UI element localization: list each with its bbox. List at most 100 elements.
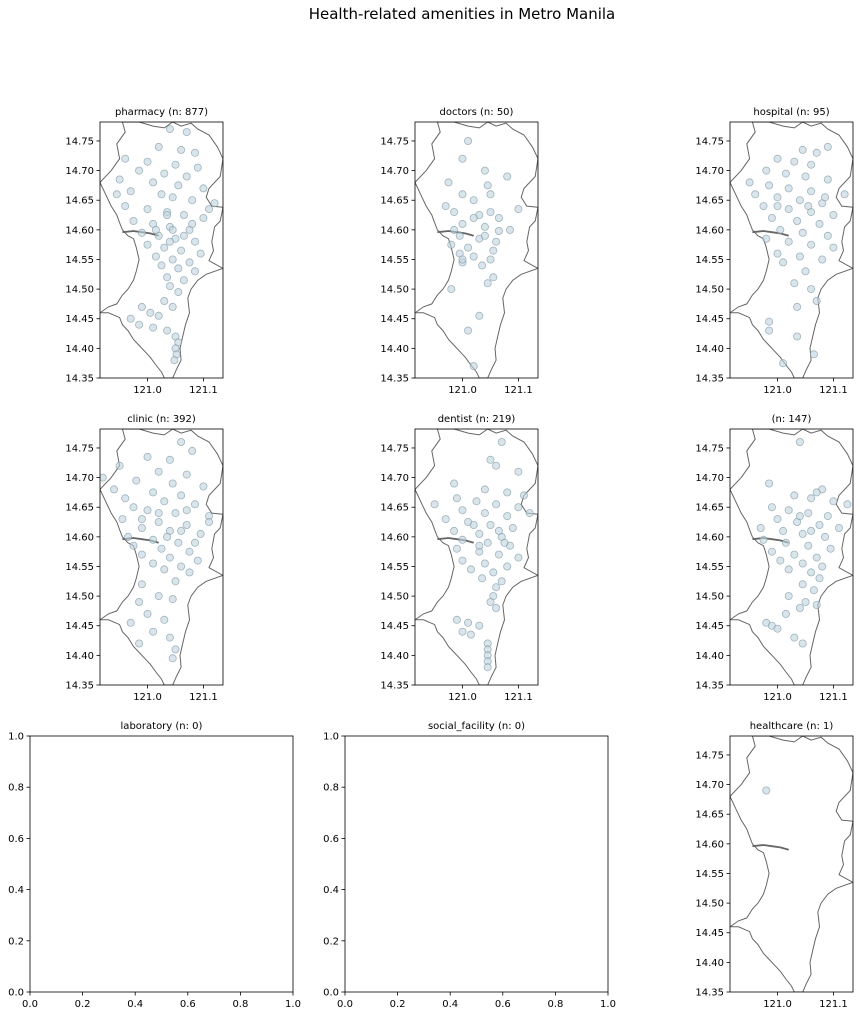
map-area xyxy=(415,122,538,378)
data-point xyxy=(149,559,158,568)
data-point xyxy=(823,142,832,151)
data-point xyxy=(110,485,119,494)
y-tick-label: 14.75 xyxy=(65,136,94,147)
data-point xyxy=(190,148,199,157)
y-tick-label: 14.40 xyxy=(380,651,409,662)
data-point xyxy=(137,515,146,524)
y-tick-label: 14.35 xyxy=(380,374,409,385)
data-point xyxy=(756,524,765,533)
data-point xyxy=(466,565,475,574)
data-point xyxy=(795,252,804,261)
data-point xyxy=(767,503,776,512)
data-point xyxy=(776,556,785,565)
data-point xyxy=(520,491,529,500)
data-point xyxy=(452,544,461,553)
data-point xyxy=(171,577,180,586)
data-point xyxy=(143,506,152,515)
data-point xyxy=(801,598,810,607)
data-point xyxy=(815,574,824,583)
data-point xyxy=(821,193,830,202)
y-tick-label: 14.45 xyxy=(695,621,724,632)
data-point xyxy=(762,234,771,243)
map-area xyxy=(100,122,223,378)
y-tick-label: 0.2 xyxy=(323,936,339,947)
y-tick-label: 0.4 xyxy=(8,885,24,896)
data-point xyxy=(447,285,456,294)
data-point xyxy=(514,205,523,214)
data-point xyxy=(483,663,492,672)
data-point xyxy=(486,521,495,530)
data-point xyxy=(458,154,467,163)
data-point xyxy=(182,470,191,479)
data-point xyxy=(826,544,835,553)
data-point xyxy=(759,202,768,211)
x-tick-label: 0.2 xyxy=(75,999,91,1010)
y-tick-label: 14.60 xyxy=(695,532,724,543)
data-point xyxy=(171,160,180,169)
data-point xyxy=(196,249,205,258)
y-tick-label: 14.70 xyxy=(380,473,409,484)
data-point xyxy=(149,627,158,636)
data-point xyxy=(174,288,183,297)
subplot-title: social_facility (n: 0) xyxy=(428,721,525,732)
y-tick-label: 14.65 xyxy=(65,503,94,514)
data-point xyxy=(480,485,489,494)
y-tick-label: 14.75 xyxy=(380,443,409,454)
x-tick-label: 0.6 xyxy=(180,999,196,1010)
y-tick-label: 14.50 xyxy=(65,285,94,296)
data-point xyxy=(765,181,774,190)
subplot-grid: pharmacy (n: 877) 121.0 121.1 14.35 14.40 14.… xyxy=(8,107,854,1010)
data-point xyxy=(126,187,135,196)
data-point xyxy=(801,172,810,181)
axes-frame xyxy=(729,735,854,993)
data-point xyxy=(483,538,492,547)
data-point xyxy=(795,196,804,205)
data-point xyxy=(452,615,461,624)
subplot-title: healthcare (n: 1) xyxy=(750,721,834,732)
data-point xyxy=(505,225,514,234)
data-point xyxy=(762,166,771,175)
data-point xyxy=(154,592,163,601)
data-point xyxy=(441,515,450,524)
data-point xyxy=(129,216,138,225)
data-point xyxy=(182,172,191,181)
data-point xyxy=(196,529,205,538)
data-point xyxy=(154,518,163,527)
data-point xyxy=(483,181,492,190)
x-tick-label: 0.0 xyxy=(22,999,38,1010)
data-point xyxy=(779,359,788,368)
data-point xyxy=(137,550,146,559)
y-tick-label: 14.70 xyxy=(695,473,724,484)
data-point xyxy=(100,473,107,482)
data-point xyxy=(118,515,127,524)
data-point xyxy=(840,190,849,199)
data-point xyxy=(812,296,821,305)
data-point xyxy=(143,609,152,618)
data-point xyxy=(121,154,130,163)
y-tick-label: 0.2 xyxy=(8,936,24,947)
y-tick-label: 14.60 xyxy=(695,839,724,850)
data-point xyxy=(204,518,213,527)
y-tick-label: 14.35 xyxy=(65,374,94,385)
data-point xyxy=(168,479,177,488)
data-point xyxy=(478,574,487,583)
x-tick-label: 121.1 xyxy=(504,692,533,703)
data-point xyxy=(190,500,199,509)
axes-frame xyxy=(414,121,539,379)
data-point xyxy=(835,524,844,533)
y-tick-label: 14.35 xyxy=(380,681,409,692)
data-point xyxy=(809,350,818,359)
data-point xyxy=(458,190,467,199)
data-point xyxy=(126,314,135,323)
data-point xyxy=(124,532,133,541)
data-point xyxy=(458,627,467,636)
subplot-5: (n: 147) 121.0 121.1 14.35 14.40 14.45 14.50 14… xyxy=(695,414,854,703)
y-tick-label: 14.55 xyxy=(380,562,409,573)
data-point xyxy=(503,562,512,571)
data-point xyxy=(464,618,473,627)
data-point xyxy=(458,556,467,565)
data-point xyxy=(798,559,807,568)
data-point xyxy=(126,618,135,627)
subplot-2: hospital (n: 95) 121.0 121.1 14.35 14.40 14.4… xyxy=(695,107,854,396)
y-tick-label: 1.0 xyxy=(323,732,339,743)
